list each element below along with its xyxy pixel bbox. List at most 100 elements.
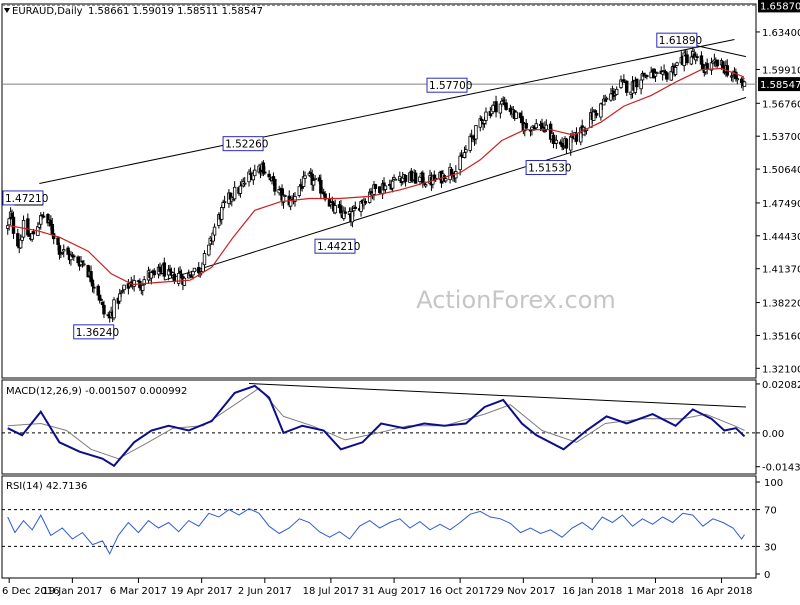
candle bbox=[132, 275, 136, 292]
candle-body bbox=[373, 184, 378, 189]
candle-body bbox=[253, 169, 257, 177]
candle-body bbox=[501, 99, 505, 102]
candle bbox=[90, 277, 95, 293]
candle-body bbox=[178, 270, 182, 274]
candle-body bbox=[423, 184, 428, 187]
candle bbox=[273, 178, 277, 196]
price-tick-label: 1.44430 bbox=[762, 232, 800, 243]
candle bbox=[353, 201, 358, 209]
candle bbox=[625, 80, 629, 96]
candle-body bbox=[311, 180, 316, 186]
candle bbox=[673, 64, 678, 77]
candle-body bbox=[390, 180, 395, 189]
candle-body bbox=[731, 75, 735, 78]
macd-tick-label: 0.020827 bbox=[762, 380, 800, 391]
price-axis-ticks: 1.63400 1.59910 1.56760 1.53700 1.50640 1.474… bbox=[756, 0, 800, 375]
candle-body bbox=[188, 274, 192, 277]
candle-body bbox=[655, 72, 659, 75]
price-tick-label: 1.50640 bbox=[762, 165, 800, 176]
candle-body bbox=[594, 112, 599, 116]
price-tick-label: 1.35160 bbox=[762, 331, 800, 342]
candle-body bbox=[689, 56, 694, 65]
rsi-tick-label: 30 bbox=[764, 542, 777, 553]
rsi-tick-label: 100 bbox=[764, 478, 783, 489]
candle bbox=[207, 244, 211, 257]
price-tick-label: 1.38220 bbox=[762, 299, 800, 310]
candle bbox=[62, 244, 66, 258]
time-tick-label: 6 Dec 2016 bbox=[2, 586, 60, 597]
candle-body bbox=[273, 178, 277, 192]
candle-body bbox=[421, 172, 425, 184]
trend-line bbox=[39, 38, 735, 184]
candle-body bbox=[27, 233, 31, 237]
candle bbox=[685, 50, 689, 66]
candle bbox=[182, 277, 187, 287]
candle-body bbox=[207, 244, 211, 256]
candle-body bbox=[72, 255, 76, 258]
candle-body bbox=[39, 215, 43, 225]
candle bbox=[363, 198, 368, 205]
candle-body bbox=[564, 138, 569, 149]
candle-body bbox=[715, 59, 719, 67]
candle-body bbox=[281, 194, 286, 203]
annotation-box bbox=[656, 32, 698, 48]
annotation-label: 1.36240 bbox=[76, 327, 119, 339]
candle-body bbox=[60, 251, 65, 254]
moving-average-line bbox=[7, 67, 745, 286]
candle-body bbox=[603, 99, 607, 102]
candle-body bbox=[699, 55, 704, 65]
candle bbox=[474, 125, 478, 145]
candle bbox=[373, 183, 378, 192]
candle-body bbox=[462, 152, 467, 158]
annotation-box bbox=[314, 238, 356, 254]
time-tick-label: 16 Oct 2017 bbox=[429, 586, 491, 597]
candle-body bbox=[46, 214, 50, 224]
macd-series bbox=[2, 383, 756, 468]
candle-body bbox=[142, 279, 146, 286]
candle-body bbox=[141, 284, 145, 291]
candle bbox=[253, 164, 257, 177]
candle bbox=[715, 59, 719, 68]
candle bbox=[554, 135, 559, 149]
candle bbox=[303, 171, 307, 184]
macd-trend-line bbox=[249, 383, 746, 408]
candle bbox=[323, 190, 327, 202]
macd-tick-label: 0.00 bbox=[762, 429, 784, 440]
rsi-panel-frame bbox=[1, 475, 757, 579]
candle-body bbox=[158, 266, 162, 272]
candle-body bbox=[202, 253, 207, 266]
candle bbox=[534, 118, 538, 130]
candle-body bbox=[50, 223, 54, 235]
candle-body bbox=[118, 293, 122, 302]
candle-body bbox=[106, 314, 110, 317]
candle-body bbox=[569, 136, 573, 151]
candle bbox=[162, 257, 166, 280]
candle-body bbox=[37, 223, 42, 228]
annotation-box bbox=[73, 324, 115, 340]
candle bbox=[675, 61, 679, 67]
candle-body bbox=[11, 216, 16, 234]
candle-body bbox=[721, 61, 725, 68]
time-tick-label: 2 Jun 2017 bbox=[238, 586, 292, 597]
candle-body bbox=[544, 124, 549, 130]
price-tick-label: 1.32100 bbox=[762, 364, 800, 375]
price-tick-label: 1.47490 bbox=[762, 199, 800, 210]
candle-body bbox=[66, 247, 70, 255]
candle bbox=[635, 78, 639, 90]
candle bbox=[232, 181, 237, 202]
candle bbox=[494, 95, 498, 118]
candle-body bbox=[263, 171, 267, 174]
candle-body bbox=[458, 155, 462, 171]
candle-body bbox=[57, 245, 62, 255]
candle bbox=[313, 174, 317, 181]
candle-body bbox=[665, 72, 669, 80]
candle-body bbox=[267, 173, 271, 178]
candle-body bbox=[363, 201, 368, 204]
time-tick-label: 19 Jan 2017 bbox=[42, 586, 102, 597]
candle-body bbox=[319, 179, 323, 194]
price-tick-label: 1.41370 bbox=[762, 265, 800, 276]
candle-body bbox=[243, 182, 247, 185]
